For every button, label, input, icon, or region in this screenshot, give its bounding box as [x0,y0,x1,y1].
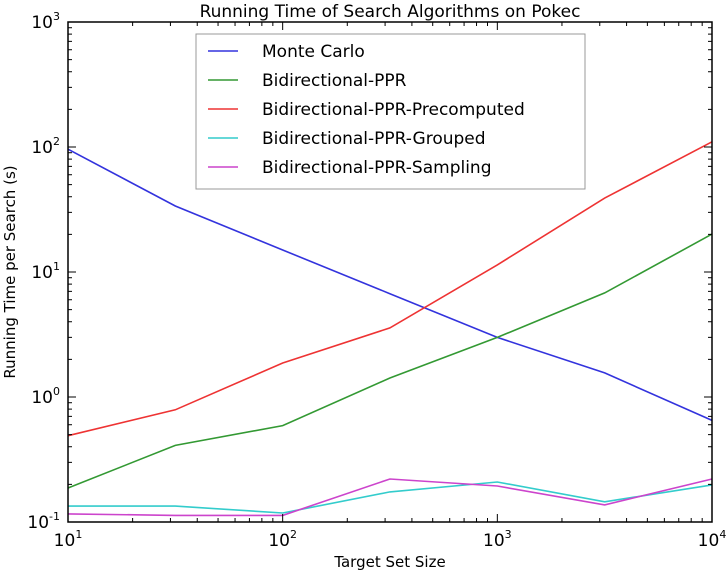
y-tick-label-4: 103 [31,10,60,33]
series-line-2 [67,141,713,437]
legend-label-0: Monte Carlo [262,42,365,62]
series-line-0 [67,148,713,422]
x-tick-label-1: 102 [268,528,297,551]
y-axis-label: Running Time per Search (s) [1,165,19,378]
x-axis-label: Target Set Size [333,553,445,571]
x-tick-label-3: 104 [698,528,726,551]
x-axis-ticks: 101 102 103 104 [54,22,726,551]
x-tick-label-2: 103 [483,528,512,551]
series-line-4 [67,478,713,517]
legend-label-3: Bidirectional-PPR-Grouped [262,129,486,149]
chart-title: Running Time of Search Algorithms on Pok… [200,2,581,22]
y-tick-label-2: 101 [31,260,60,283]
y-tick-label-1: 100 [31,385,60,408]
legend-label-2: Bidirectional-PPR-Precomputed [262,100,525,120]
series-line-1 [67,233,713,489]
legend-box [195,33,586,190]
legend-label-4: Bidirectional-PPR-Sampling [262,158,492,178]
legend-label-1: Bidirectional-PPR [262,71,407,91]
x-tick-label-0: 101 [54,528,83,551]
series-line-3 [68,481,713,514]
legend: Monte Carlo Bidirectional-PPR Bidirectiona… [195,33,586,190]
series-layer [67,141,713,517]
y-tick-label-3: 102 [31,135,60,158]
y-tick-label-0: 10-1 [27,510,60,533]
